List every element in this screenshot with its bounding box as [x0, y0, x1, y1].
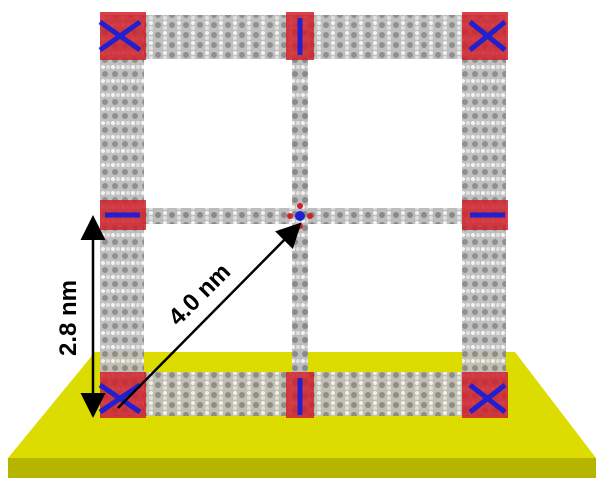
- diagonal-label: 4.0 nm: [163, 258, 236, 331]
- height-label: 2.8 nm: [55, 280, 82, 356]
- diagonal-arrow: [117, 222, 302, 409]
- metal-nodes: [98, 12, 508, 418]
- substrate-side: [8, 458, 596, 478]
